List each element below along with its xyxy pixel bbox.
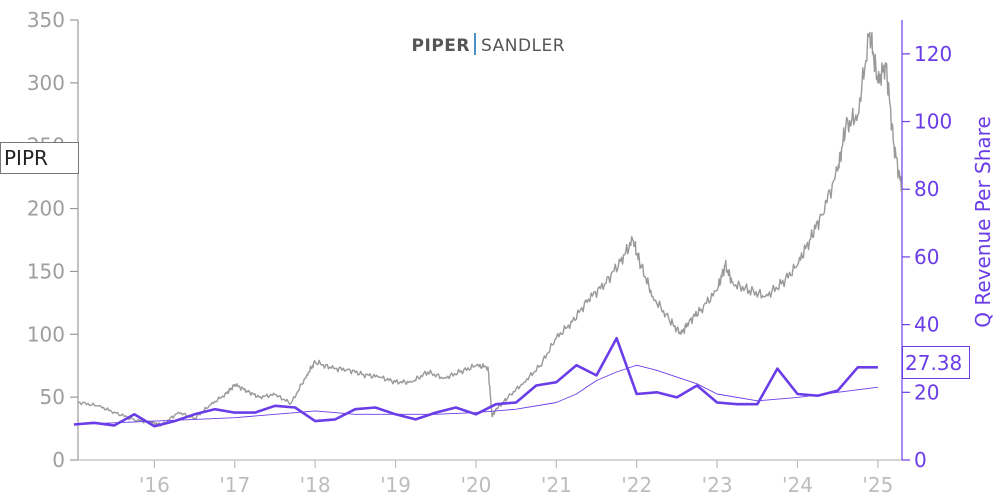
right-tick-label: 0 <box>914 448 927 472</box>
revenue-series-line <box>73 336 878 428</box>
right-tick-label: 60 <box>914 245 939 269</box>
right-axis-ticks: 0 20 40 60 80 100 120 <box>902 42 952 472</box>
left-tick-label: 50 <box>40 385 65 409</box>
right-tick-label: 40 <box>914 313 939 337</box>
right-tick-label: 20 <box>914 380 939 404</box>
left-tick-label: 350 <box>27 8 65 32</box>
company-logo: PIPER SANDLER <box>412 33 565 56</box>
bottom-tick-label: '17 <box>219 473 250 497</box>
right-tick-label: 120 <box>914 42 952 66</box>
logo-divider <box>474 33 476 55</box>
bottom-tick-label: '23 <box>702 473 733 497</box>
left-tick-label: 0 <box>52 448 65 472</box>
ticker-label: PIPR <box>4 146 48 170</box>
bottom-tick-label: '22 <box>621 473 652 497</box>
left-axis-ticks: 050100150200250300350 <box>27 8 78 472</box>
right-tick-label: 100 <box>914 110 952 134</box>
logo-text-piper: PIPER <box>412 36 470 56</box>
right-axis-label: Q Revenue Per Share <box>971 116 995 328</box>
ticker-box: PIPR <box>0 142 79 174</box>
right-tick-label: 80 <box>914 177 939 201</box>
bottom-tick-label: '16 <box>139 473 170 497</box>
bottom-tick-label: '24 <box>782 473 813 497</box>
last-value-box: 27.38 <box>902 346 970 379</box>
bottom-tick-label: '21 <box>541 473 572 497</box>
ticker-box-frame <box>0 142 79 174</box>
bottom-tick-label: '19 <box>380 473 411 497</box>
bottom-tick-label: '25 <box>862 473 893 497</box>
left-tick-label: 150 <box>27 259 65 283</box>
bottom-tick-label: '20 <box>460 473 491 497</box>
left-tick-label: 100 <box>27 322 65 346</box>
left-tick-label: 200 <box>27 197 65 221</box>
logo-text-sandler: SANDLER <box>481 36 565 56</box>
series-layer <box>73 31 903 428</box>
bottom-axis-ticks: '16 '17 '18 '19 '20 '21 '22 '23 '24 '25 <box>139 460 893 497</box>
price-series-line <box>77 31 903 427</box>
left-tick-label: 300 <box>27 71 65 95</box>
revenue-trend-line <box>73 364 878 425</box>
last-value-frame <box>902 346 970 379</box>
last-value-label: 27.38 <box>905 351 962 375</box>
bottom-tick-label: '18 <box>300 473 331 497</box>
